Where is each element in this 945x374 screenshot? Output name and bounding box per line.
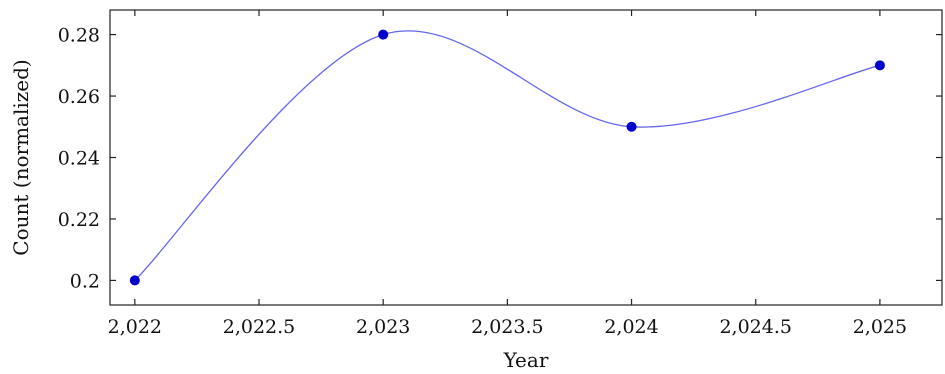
y-axis-title: Count (normalized) [9, 59, 33, 255]
data-point [626, 121, 637, 132]
y-tick-label: 0.22 [58, 209, 100, 231]
x-tick-label: 2,025 [853, 316, 907, 338]
plot-frame [109, 9, 943, 306]
y-tick-label: 0.2 [70, 270, 100, 292]
y-tick-label: 0.28 [58, 25, 100, 47]
x-axis-title: Year [503, 348, 549, 372]
y-axis-ticks: 0.2 0.22 0.24 0.26 0.28 [58, 25, 942, 292]
x-tick-label: 2,022 [108, 316, 162, 338]
x-tick-label: 2,023.5 [471, 316, 544, 338]
y-tick-label: 0.24 [58, 148, 100, 170]
x-tick-label: 2,023 [356, 316, 410, 338]
series-layer [129, 29, 885, 286]
series-line [134, 30, 881, 281]
y-tick-label: 0.26 [58, 86, 100, 108]
x-tick-label: 2,024 [604, 316, 658, 338]
data-point [129, 275, 140, 286]
x-tick-label: 2,022.5 [223, 316, 296, 338]
data-point [874, 60, 885, 71]
x-axis-ticks: 2,022 2,022.5 2,023 2,023.5 2,024 2,024.5 2,02… [108, 10, 907, 338]
data-point [378, 29, 389, 40]
x-tick-label: 2,024.5 [719, 316, 792, 338]
